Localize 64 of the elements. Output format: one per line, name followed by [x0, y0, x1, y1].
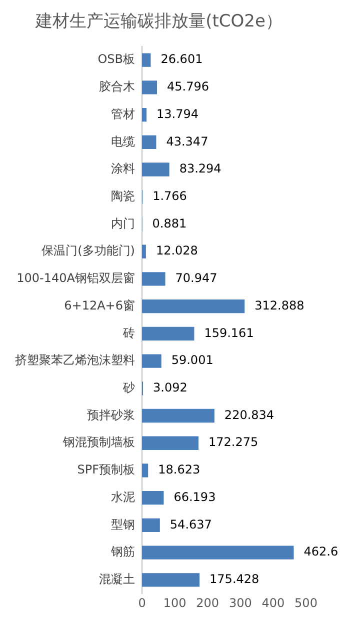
y-tick-label: 管材 [111, 106, 135, 121]
x-tick-label: 400 [262, 596, 285, 610]
data-label: 18.623 [158, 462, 200, 477]
data-label: 175.428 [210, 572, 260, 586]
y-tick-label: 水泥 [111, 490, 135, 504]
y-tick-label: 6+12A+6窗 [64, 298, 135, 312]
x-tick-label: 300 [228, 596, 252, 610]
y-tick-label: 预拌砂浆 [87, 408, 135, 422]
y-tick-label: 钢筋 [110, 544, 135, 559]
data-label: 70.947 [175, 271, 218, 286]
x-tick-label: 0 [138, 596, 146, 610]
y-tick-label: 保温门(多功能门) [42, 244, 135, 258]
data-label: 0.881 [152, 216, 187, 230]
bar [142, 518, 160, 532]
bar [142, 80, 158, 94]
data-label: 43.347 [166, 134, 208, 148]
bar [142, 573, 200, 587]
bar [142, 162, 170, 176]
data-label: 12.028 [156, 244, 198, 258]
bar [142, 244, 146, 258]
data-label: 462.6 [304, 544, 338, 559]
bar [142, 491, 164, 505]
data-label: 220.834 [224, 408, 274, 422]
y-tick-label: 砂 [122, 380, 135, 395]
data-label: 312.888 [254, 298, 304, 312]
y-tick-label: 型钢 [111, 517, 135, 532]
x-tick-label: 200 [196, 596, 220, 610]
bar [142, 546, 294, 560]
bar [142, 272, 166, 286]
data-label: 26.601 [160, 52, 203, 66]
data-label: 66.193 [174, 490, 216, 504]
bar [142, 354, 162, 368]
bar [142, 135, 156, 149]
y-tick-label: OSB板 [98, 52, 135, 66]
y-tick-label: 电缆 [111, 134, 135, 148]
x-tick-label: 500 [294, 596, 318, 610]
bar [142, 464, 148, 478]
y-tick-label: 砖 [122, 326, 135, 340]
data-label: 159.161 [204, 326, 254, 340]
bar [142, 436, 199, 450]
data-label: 54.637 [170, 517, 212, 532]
data-label: 83.294 [179, 162, 222, 176]
y-tick-label: 混凝土 [99, 572, 135, 586]
data-label: 172.275 [208, 435, 258, 450]
y-tick-label: 涂料 [111, 162, 135, 176]
data-label: 13.794 [156, 106, 199, 121]
bar [142, 53, 151, 67]
y-tick-label: 陶瓷 [111, 189, 135, 204]
data-label: 45.796 [167, 80, 210, 94]
data-label: 3.092 [153, 380, 188, 395]
y-tick-label: 挤塑聚苯乙烯泡沫塑料 [15, 353, 135, 368]
bar [142, 108, 147, 122]
y-tick-label: 100-140A钢铝双层窗 [16, 271, 135, 286]
chart-title: 建材生产运输碳排放量(tCO2e） [34, 12, 282, 32]
data-label: 59.001 [171, 353, 214, 368]
y-tick-label: 内门 [111, 216, 135, 230]
y-tick-label: 胶合木 [99, 80, 135, 94]
bar [142, 408, 214, 423]
x-tick-label: 100 [163, 596, 186, 610]
y-tick-label: 钢混预制墙板 [62, 435, 135, 450]
y-tick-label: SPF预制板 [77, 462, 135, 477]
data-label: 1.766 [152, 189, 187, 204]
bar [142, 299, 245, 314]
bar [142, 326, 194, 341]
